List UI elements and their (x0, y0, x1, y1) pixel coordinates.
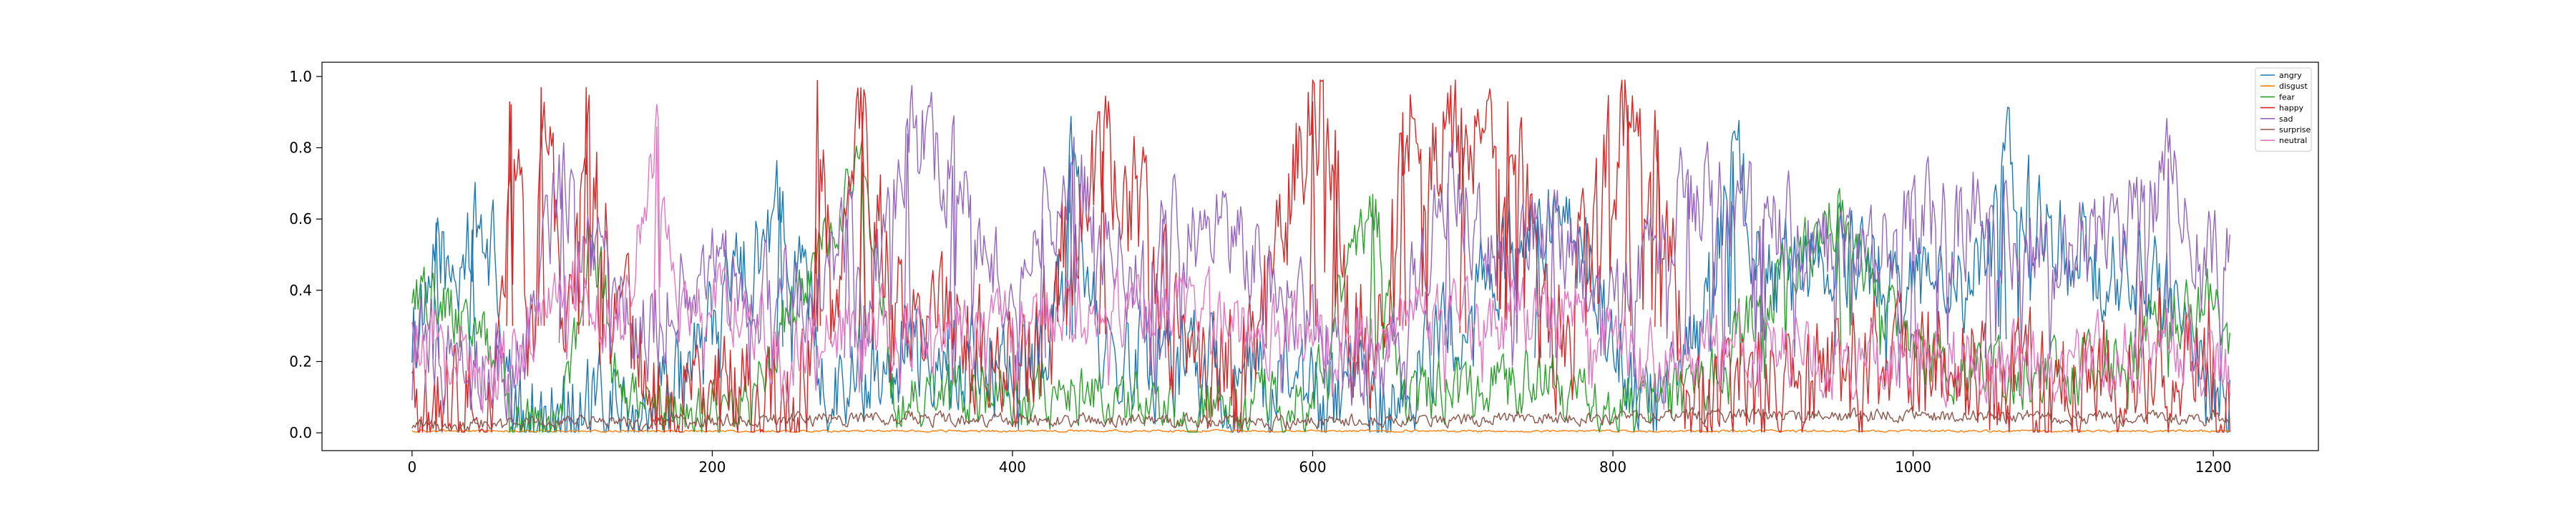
series-peak-sad (949, 165, 956, 340)
y-tick-label: 0.4 (289, 282, 312, 299)
series-lines (411, 79, 2230, 433)
series-peak-sad (1549, 219, 1557, 358)
series-peak-happy (506, 101, 514, 326)
x-tick-label: 600 (1299, 458, 1326, 476)
series-peak-sad (1684, 183, 1692, 346)
series-peak-sad (1158, 219, 1166, 358)
series-line-angry (411, 107, 2230, 433)
x-axis-ticks: 0 200 400 600 800 1000 1200 (407, 451, 2232, 476)
series-peak-happy (1459, 147, 1467, 333)
series-line-surprise (411, 406, 2230, 433)
series-peak-fear (1369, 194, 1377, 350)
series-peak-happy (814, 79, 821, 326)
x-tick-label: 200 (698, 458, 726, 476)
y-tick-label: 0.2 (289, 353, 312, 370)
series-line-sad (411, 84, 2230, 423)
series-peak-sad (2135, 219, 2142, 358)
legend-label-disgust: disgust (2279, 82, 2308, 91)
legend-label-neutral: neutral (2279, 136, 2307, 145)
series-peak-happy (1624, 104, 1631, 326)
legend-label-surprise: surprise (2279, 125, 2311, 134)
series-line-neutral (411, 104, 2230, 413)
x-tick-label: 1000 (1895, 458, 1931, 476)
x-tick-label: 0 (407, 458, 416, 476)
series-peak-happy (1399, 112, 1407, 326)
series-peak-sad (1984, 219, 1992, 358)
series-peak-sad (1444, 183, 1452, 346)
y-tick-label: 0.8 (289, 139, 312, 157)
y-tick-label: 0.0 (289, 424, 312, 441)
series-peak-angry (468, 230, 476, 362)
series-peak-happy (582, 87, 590, 326)
x-tick-label: 400 (999, 458, 1026, 476)
y-axis-ticks: 0.0 0.2 0.4 0.6 0.8 1.0 (289, 68, 322, 441)
legend-label-sad: sad (2279, 114, 2293, 124)
series-peak-sad (1909, 219, 1917, 358)
legend-label-angry: angry (2279, 71, 2302, 80)
series-peak-sad (904, 133, 912, 328)
plot-area-border (321, 62, 2319, 451)
y-tick-label: 1.0 (289, 68, 312, 85)
series-peak-neutral (653, 126, 660, 326)
series-peak-angry (1729, 151, 1737, 335)
legend-box (2255, 67, 2312, 152)
series-peak-sad (1759, 219, 1767, 358)
series-peak-sad (1068, 165, 1076, 340)
series-line-happy (411, 79, 2230, 433)
series-peak-happy (859, 112, 867, 326)
axes-frame (321, 62, 2319, 451)
series-peak-angry (776, 187, 784, 347)
series-peak-happy (1654, 129, 1662, 327)
series-peak-happy (1309, 101, 1317, 326)
series-peak-happy (1098, 151, 1106, 335)
series-peak-happy (1332, 129, 1339, 327)
series-peak-happy (537, 87, 545, 326)
x-tick-label: 800 (1599, 458, 1626, 476)
y-tick-label: 0.6 (289, 210, 312, 227)
series-peak-happy (1504, 101, 1512, 326)
series-peak-sad (1039, 219, 1046, 358)
x-tick-label: 1200 (2195, 458, 2232, 476)
legend-label-happy: happy (2279, 104, 2304, 113)
legend-label-fear: fear (2279, 92, 2295, 102)
series-peak-sad (2165, 158, 2172, 337)
series-line-disgust (411, 428, 2230, 433)
